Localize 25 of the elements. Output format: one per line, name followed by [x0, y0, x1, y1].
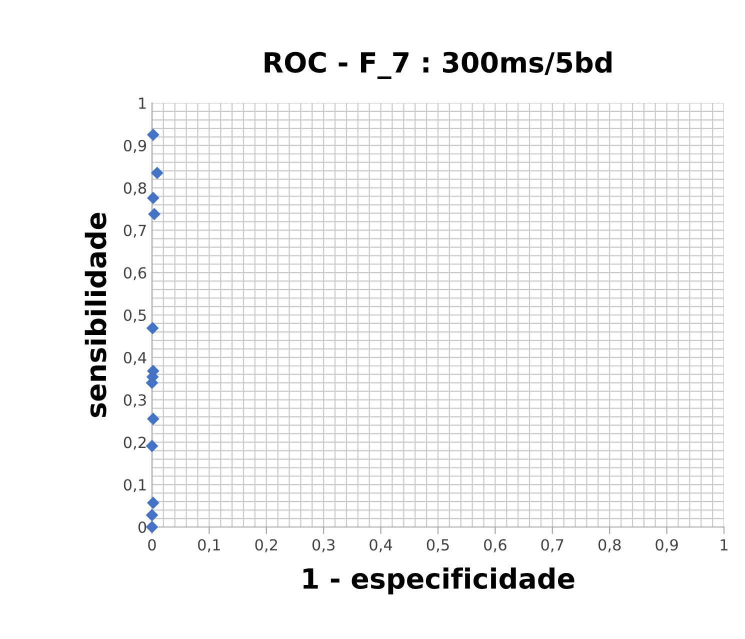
x-tick-label: 0,9: [656, 539, 678, 552]
x-tick-label: 0: [148, 539, 156, 551]
x-tick-label: 0,1: [198, 539, 220, 552]
x-tick-label: 0,3: [312, 539, 335, 552]
y-tick-label: 1: [139, 98, 146, 109]
x-tick-label: 0,6: [484, 539, 506, 552]
y-tick-label: 0,4: [124, 352, 146, 365]
chart-title: ROC - F_7 : 300ms/5bd: [264, 51, 612, 79]
y-tick-label: 0,9: [124, 140, 146, 153]
x-tick-label: 0,8: [598, 539, 621, 552]
x-tick-label: 0,4: [370, 539, 392, 552]
x-tick-label: 1: [720, 539, 728, 550]
x-tick-label: 0,7: [541, 539, 564, 552]
y-axis-title: sensibilidade: [84, 212, 106, 418]
y-tick-label: 0,2: [124, 436, 146, 450]
y-tick-label: 0,5: [124, 309, 146, 323]
y-tick-label: 0,6: [124, 267, 146, 280]
y-tick-label: 0,3: [124, 394, 146, 408]
x-tick-label: 0,2: [255, 539, 278, 552]
y-tick-label: 0,7: [124, 224, 146, 238]
x-axis-title: 1 - especificidade: [304, 567, 574, 594]
x-tick-label: 0,5: [426, 539, 449, 552]
y-tick-label: 0: [138, 521, 146, 534]
y-tick-label: 0,8: [124, 182, 146, 196]
y-tick-label: 0,1: [124, 479, 146, 492]
